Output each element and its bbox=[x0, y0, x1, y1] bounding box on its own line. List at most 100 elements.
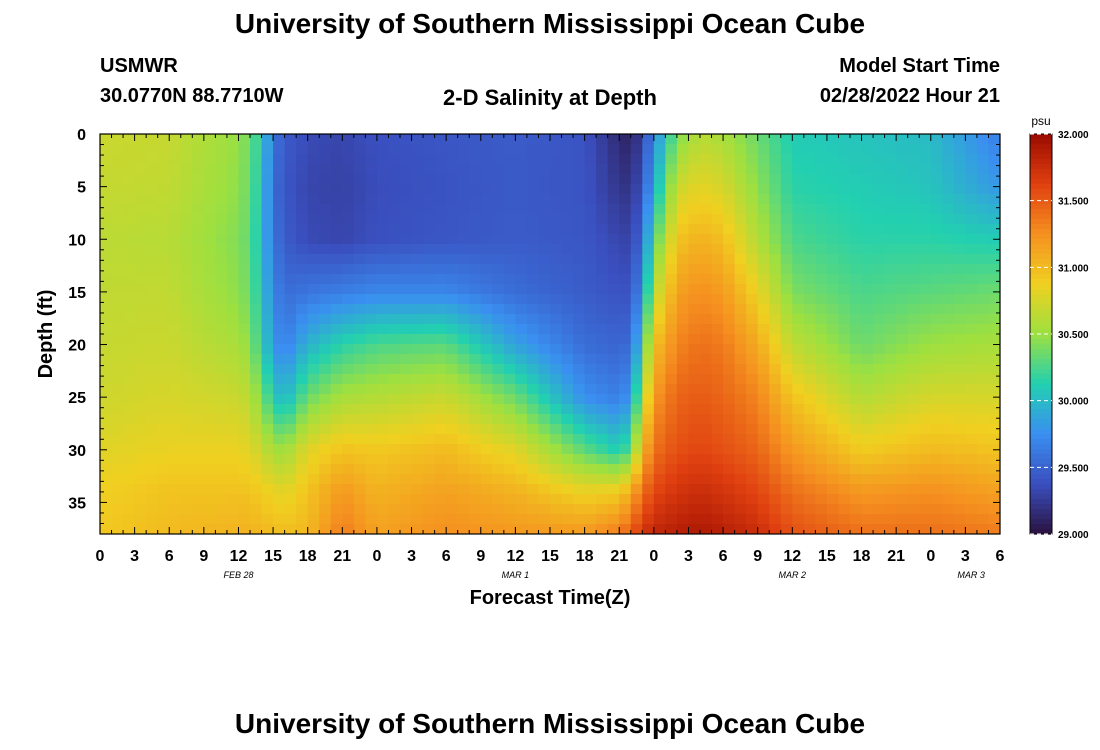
heatmap-cell bbox=[711, 394, 724, 405]
station-id: USMWR bbox=[100, 55, 178, 77]
heatmap-cell bbox=[342, 404, 355, 415]
heatmap-cell bbox=[492, 144, 505, 155]
heatmap-cell bbox=[838, 284, 851, 295]
heatmap-cell bbox=[146, 504, 159, 515]
heatmap-cell bbox=[284, 474, 297, 485]
heatmap-cell bbox=[642, 454, 655, 465]
heatmap-cell bbox=[723, 314, 736, 325]
heatmap-cell bbox=[203, 284, 216, 295]
heatmap-cell bbox=[376, 484, 390, 495]
heatmap-cell bbox=[111, 364, 124, 375]
heatmap-cell bbox=[746, 134, 759, 145]
heatmap-cell bbox=[907, 484, 920, 495]
heatmap-cell bbox=[100, 524, 113, 534]
heatmap-cell bbox=[896, 304, 909, 315]
heatmap-cell bbox=[503, 474, 516, 485]
heatmap-cell bbox=[192, 284, 205, 295]
heatmap-cell bbox=[446, 394, 459, 405]
heatmap-cell bbox=[930, 244, 943, 255]
heatmap-cell bbox=[423, 174, 436, 185]
x-tick-label: 0 bbox=[372, 548, 381, 565]
heatmap-cell bbox=[307, 174, 320, 185]
heatmap-cell bbox=[769, 374, 782, 385]
colorbar-swatch bbox=[1030, 284, 1052, 290]
heatmap-cell bbox=[180, 214, 193, 225]
heatmap-cell bbox=[734, 314, 747, 325]
heatmap-cell bbox=[353, 384, 366, 395]
heatmap-cell bbox=[215, 354, 228, 365]
heatmap-cell bbox=[123, 234, 136, 245]
heatmap-cell bbox=[723, 174, 736, 185]
heatmap-cell bbox=[157, 214, 170, 225]
heatmap-cell bbox=[134, 144, 147, 155]
heatmap-cell bbox=[780, 224, 793, 235]
heatmap-cell bbox=[134, 474, 147, 485]
heatmap-cell bbox=[665, 274, 678, 285]
heatmap-cell bbox=[769, 444, 782, 455]
heatmap-cell bbox=[780, 144, 793, 155]
heatmap-cell bbox=[838, 384, 851, 395]
heatmap-cell bbox=[411, 144, 424, 155]
heatmap-cell bbox=[630, 464, 643, 475]
heatmap-cell bbox=[503, 384, 516, 395]
heatmap-cell bbox=[596, 154, 609, 165]
heatmap-cell bbox=[169, 424, 182, 435]
heatmap-cell bbox=[561, 524, 574, 534]
heatmap-cell bbox=[930, 444, 943, 455]
heatmap-cell bbox=[226, 134, 240, 145]
heatmap-cell bbox=[411, 164, 424, 175]
heatmap-cell bbox=[815, 174, 828, 185]
heatmap-cell bbox=[480, 454, 493, 465]
heatmap-cell bbox=[342, 484, 355, 495]
heatmap-cell bbox=[826, 134, 840, 145]
heatmap-cell bbox=[815, 344, 828, 355]
heatmap-cell bbox=[157, 344, 170, 355]
heatmap-cell bbox=[965, 474, 978, 485]
heatmap-cell bbox=[192, 444, 205, 455]
heatmap-cell bbox=[780, 414, 793, 425]
heatmap-cell bbox=[376, 234, 390, 245]
heatmap-cell bbox=[942, 214, 955, 225]
heatmap-cell bbox=[134, 504, 147, 515]
heatmap-cell bbox=[250, 294, 263, 305]
heatmap-cell bbox=[296, 244, 309, 255]
heatmap-cell bbox=[215, 414, 228, 425]
heatmap-cell bbox=[619, 444, 632, 455]
heatmap-cell bbox=[492, 364, 505, 375]
heatmap-cell bbox=[619, 394, 632, 405]
heatmap-cell bbox=[826, 334, 840, 345]
heatmap-cell bbox=[457, 274, 470, 285]
heatmap-cell bbox=[826, 524, 840, 534]
heatmap-cell bbox=[169, 524, 182, 534]
heatmap-cell bbox=[146, 474, 159, 485]
heatmap-cell bbox=[192, 374, 205, 385]
heatmap-cell bbox=[653, 174, 666, 185]
heatmap-cell bbox=[734, 144, 747, 155]
heatmap-cell bbox=[123, 284, 136, 295]
heatmap-cell bbox=[376, 344, 390, 355]
heatmap-cell bbox=[757, 144, 770, 155]
heatmap-cell bbox=[226, 304, 240, 315]
heatmap-cell bbox=[780, 164, 793, 175]
heatmap-cell bbox=[515, 394, 528, 405]
heatmap-cell bbox=[526, 184, 540, 195]
heatmap-cell bbox=[226, 394, 240, 405]
heatmap-cell bbox=[180, 354, 193, 365]
heatmap-cell bbox=[838, 164, 851, 175]
heatmap-cell bbox=[250, 384, 263, 395]
heatmap-cell bbox=[434, 254, 447, 265]
heatmap-cell bbox=[296, 294, 309, 305]
heatmap-cell bbox=[757, 224, 770, 235]
colorbar-swatch bbox=[1030, 134, 1052, 140]
heatmap-cell bbox=[353, 144, 366, 155]
heatmap-cell bbox=[896, 364, 909, 375]
heatmap-cell bbox=[930, 514, 943, 525]
heatmap-cell bbox=[815, 474, 828, 485]
heatmap-cell bbox=[319, 374, 332, 385]
heatmap-cell bbox=[976, 314, 990, 325]
heatmap-cell bbox=[330, 324, 343, 335]
heatmap-cell bbox=[930, 394, 943, 405]
heatmap-cell bbox=[746, 144, 759, 155]
heatmap-cell bbox=[596, 524, 609, 534]
heatmap-cell bbox=[746, 274, 759, 285]
